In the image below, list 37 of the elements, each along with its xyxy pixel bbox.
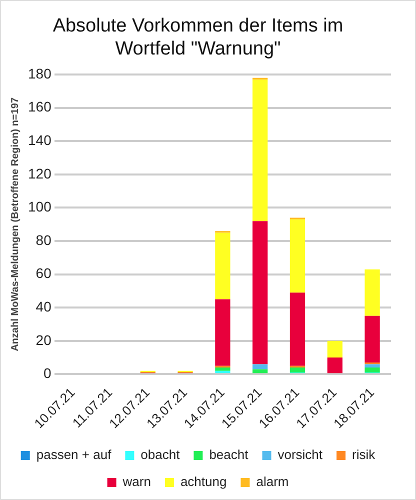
bar [364,364,380,368]
legend-label: vorsicht [278,447,323,462]
y-axis-title: Anzahl MoWas-Meldungen (Betroffene Region) n=197 [10,97,21,352]
bar [364,269,380,316]
y-tick-label: 140 [28,132,52,148]
legend-label: alarm [256,474,289,490]
bar [327,340,342,358]
y-tick-label: 20 [36,332,52,348]
legend-label: warn [122,474,151,490]
legend-label: passen + auf [36,447,112,462]
bar [252,221,268,364]
y-tick-label: 40 [36,298,52,314]
bar [290,219,306,293]
text: Absolute Vorkommen der Items im [52,16,344,37]
y-tick-label: 160 [28,98,52,115]
bar [215,299,230,366]
legend-label: achtung [180,474,227,490]
bar [215,368,230,371]
bar [252,364,268,370]
legend-label: risik [352,447,376,462]
legend-label: beacht [209,447,249,462]
bar [290,292,306,366]
text: Wortfeld "Warnung" [115,38,281,60]
y-tick-label: 0 [44,365,52,382]
y-tick-label: 60 [36,265,52,282]
y-tick-label: 120 [28,165,52,182]
bar [252,80,268,222]
bar [215,232,230,300]
bar [290,368,306,373]
bar [327,358,342,374]
y-tick-label: 100 [28,198,52,215]
bar [252,369,268,374]
bar [364,368,380,373]
legend-label: obacht [140,447,180,462]
bar [364,316,380,363]
y-tick-label: 80 [36,232,52,248]
y-tick-label: 180 [28,65,52,82]
